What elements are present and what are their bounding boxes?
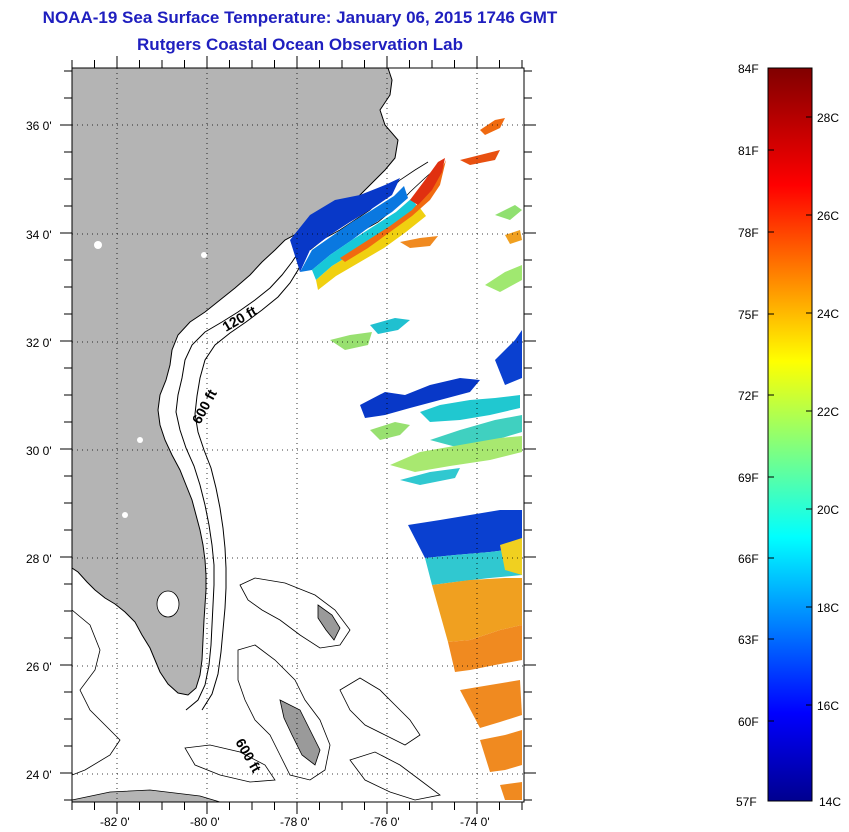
contour-label-120ft: 120 ft (220, 302, 260, 334)
sst-patch (430, 415, 522, 448)
bathymetry-contour (237, 644, 331, 781)
land-bahamas (317, 604, 341, 641)
lon-label: -76 0' (370, 815, 400, 829)
sst-patch (300, 186, 408, 272)
map-title: NOAA-19 Sea Surface Temperature: January… (42, 8, 558, 27)
bathymetry-contour (339, 677, 421, 746)
sst-patch (495, 205, 522, 220)
contour-label-600ft-south: 600 ft (232, 736, 264, 776)
sst-patch (408, 510, 522, 558)
land-bahamas (279, 699, 321, 766)
sst-patch (432, 578, 522, 642)
contour-120ft (175, 249, 301, 711)
land-cuba (72, 789, 221, 802)
map-subtitle: Rutgers Coastal Ocean Observation Lab (137, 35, 463, 54)
lon-label: -78 0' (280, 815, 310, 829)
lake (122, 512, 128, 518)
sst-patch (400, 236, 438, 248)
bathymetry-contour (184, 744, 276, 783)
sst-patch (400, 468, 460, 485)
bathymetry-contour (239, 577, 351, 649)
sst-patch (480, 118, 505, 135)
sst-patch (500, 782, 522, 800)
land-mass-us-coast (72, 68, 399, 696)
bathymetry-contour (349, 751, 441, 801)
bathymetry-contour (72, 609, 121, 776)
lake (94, 241, 102, 249)
lat-label: 36 0' (26, 119, 52, 133)
sst-patch (485, 265, 522, 292)
lon-label: -82 0' (100, 815, 130, 829)
sst-patch (505, 230, 522, 244)
sst-patch (448, 625, 522, 672)
sst-patch (360, 378, 480, 418)
map-plot-area: 120 ft 600 ft 600 ft (72, 68, 524, 802)
sst-patch (425, 548, 522, 585)
sst-patch (330, 332, 372, 350)
lat-label: 32 0' (26, 336, 52, 350)
lat-label: 28 0' (26, 552, 52, 566)
graticule (72, 68, 524, 802)
lon-label: -74 0' (460, 815, 490, 829)
lake (201, 252, 207, 258)
sst-patch (390, 436, 522, 472)
lon-label: -80 0' (190, 815, 220, 829)
sst-patch (370, 318, 410, 334)
lat-label: 30 0' (26, 444, 52, 458)
lat-label: 34 0' (26, 228, 52, 242)
sst-patch (500, 538, 522, 575)
lake (137, 437, 143, 443)
sst-patch (495, 330, 522, 385)
lat-label: 26 0' (26, 660, 52, 674)
sst-patch (312, 198, 418, 280)
sst-patch (370, 422, 410, 440)
sst-patch (480, 730, 522, 772)
sst-patch (340, 160, 446, 262)
axis-ticks (60, 56, 536, 814)
sst-data-layer (290, 118, 522, 800)
sst-patch (460, 680, 522, 728)
sst-patch (460, 150, 500, 165)
contour-600ft (194, 254, 306, 711)
lat-label: 24 0' (26, 768, 52, 782)
sst-patch (420, 395, 520, 422)
map-frame (71, 67, 525, 803)
sst-patch (316, 208, 426, 290)
sst-patch (410, 158, 445, 205)
lake-okeechobee (156, 590, 180, 618)
contour-label-600ft: 600 ft (189, 386, 220, 426)
sst-patch (290, 178, 400, 272)
